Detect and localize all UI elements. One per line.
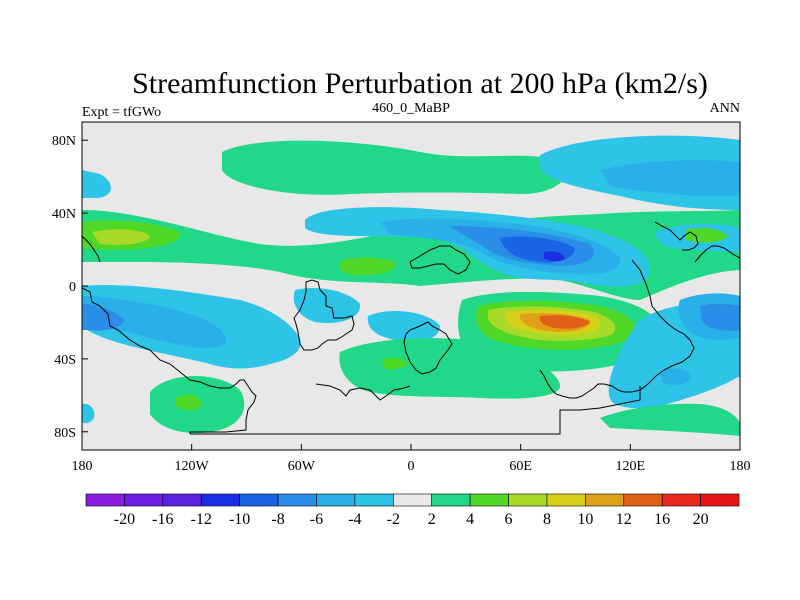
y-tick-label: 40N: [52, 207, 76, 222]
contour-pos-io-6: [539, 315, 590, 329]
colorbar-label: -20: [114, 511, 135, 528]
contour-neg-spac-3: [82, 304, 125, 331]
colorbar-label: -6: [310, 511, 323, 528]
y-tick-label: 80S: [54, 426, 76, 441]
colorbar-swatch: [85, 493, 125, 507]
colorbar-label: 10: [577, 511, 593, 528]
case-label: 460_0_MaBP: [372, 101, 450, 116]
colorbar-swatch: [354, 493, 394, 507]
colorbar-label: 12: [616, 511, 632, 528]
y-tick-label: 0: [69, 280, 76, 295]
contour-pos-satl: [339, 338, 560, 399]
y-tick-label: 40S: [54, 353, 76, 368]
colorbar-swatch: [239, 493, 279, 507]
y-tick-label: 80N: [52, 134, 76, 149]
contour-pos-north-band: [222, 140, 568, 195]
colorbar-swatch: [316, 493, 356, 507]
colorbar-swatch: [392, 493, 433, 507]
colorbar-swatch: [277, 493, 317, 507]
axes-ticks: 180 120W 60W 0 60E 120E 180 80N 40N 0 40S 80S: [52, 134, 751, 474]
colorbar-label: 20: [693, 511, 709, 528]
colorbar-swatch: [700, 493, 740, 507]
colorbar-swatch: [661, 493, 701, 507]
colorbar-label: -12: [191, 511, 212, 528]
contour-pos-sio-2: [176, 394, 202, 411]
contour-neg-spac-2: [82, 296, 226, 348]
experiment-label: Expt = tfGWo: [82, 105, 161, 120]
contour-neg-nw: [82, 170, 112, 198]
contour-neg-sw: [82, 403, 95, 424]
contour-pos-midlat-4: [339, 257, 396, 276]
colorbar-label: -2: [387, 511, 400, 528]
coastline-aus: [694, 245, 740, 263]
x-tick-label: 120E: [616, 459, 646, 474]
x-tick-label: 60W: [288, 459, 316, 474]
x-tick-label: 0: [408, 459, 415, 474]
contour-neg-trough-5: [544, 251, 565, 261]
colorbar-swatch: [585, 493, 625, 507]
colorbar: -20 -16 -12 -10 -8 -6 -4 -2 2 4 6 8 10 12 16 20: [85, 493, 740, 528]
colorbar-label: -10: [229, 511, 250, 528]
colorbar-swatch: [200, 493, 240, 507]
colorbar-swatch: [546, 493, 586, 507]
contour-neg-se-3: [700, 303, 740, 331]
coastlines: [82, 221, 740, 435]
contour-neg-ne-inner: [600, 160, 740, 196]
coastline-eu: [409, 245, 471, 275]
contour-pos-satl-2: [382, 357, 408, 370]
x-tick-label: 180: [730, 459, 751, 474]
x-tick-label: 120W: [175, 459, 210, 474]
coastline-sth: [315, 383, 411, 401]
contour-pos-midlat-3: [92, 229, 150, 245]
contour-pos-pacific-small: [685, 228, 728, 243]
colorbar-label: 16: [654, 511, 670, 528]
contour-pos-se: [600, 403, 740, 436]
colorbar-label: 4: [466, 511, 474, 528]
contour-neg-sam: [293, 287, 361, 324]
x-tick-label: 60E: [509, 459, 532, 474]
x-tick-label: 180: [72, 459, 93, 474]
coastline-nw: [82, 235, 101, 263]
colorbar-swatch: [124, 493, 164, 507]
colorbar-label: 2: [428, 511, 436, 528]
coastline-af: [403, 321, 453, 375]
colorbar-swatch: [623, 493, 663, 507]
colorbar-label: 8: [543, 511, 551, 528]
season-label: ANN: [710, 101, 740, 116]
colorbar-label: -16: [152, 511, 173, 528]
coastline-west: [82, 287, 257, 434]
contour-neg-se-4: [660, 368, 692, 386]
colorbar-swatch: [431, 493, 471, 507]
coastline-sam: [293, 279, 355, 351]
colorbar-swatch: [162, 493, 202, 507]
contour-neg-atl: [367, 311, 440, 342]
map-field: [82, 122, 740, 450]
colorbar-label: 6: [505, 511, 513, 528]
chart-title: Streamfunction Perturbation at 200 hPa (…: [132, 67, 708, 100]
coastline-ant: [190, 386, 641, 435]
colorbar-swatch: [508, 493, 548, 507]
colorbar-label: -8: [271, 511, 284, 528]
coastline-pacific-ne: [654, 221, 699, 251]
colorbar-swatch: [469, 493, 509, 507]
colorbar-label: -4: [348, 511, 361, 528]
